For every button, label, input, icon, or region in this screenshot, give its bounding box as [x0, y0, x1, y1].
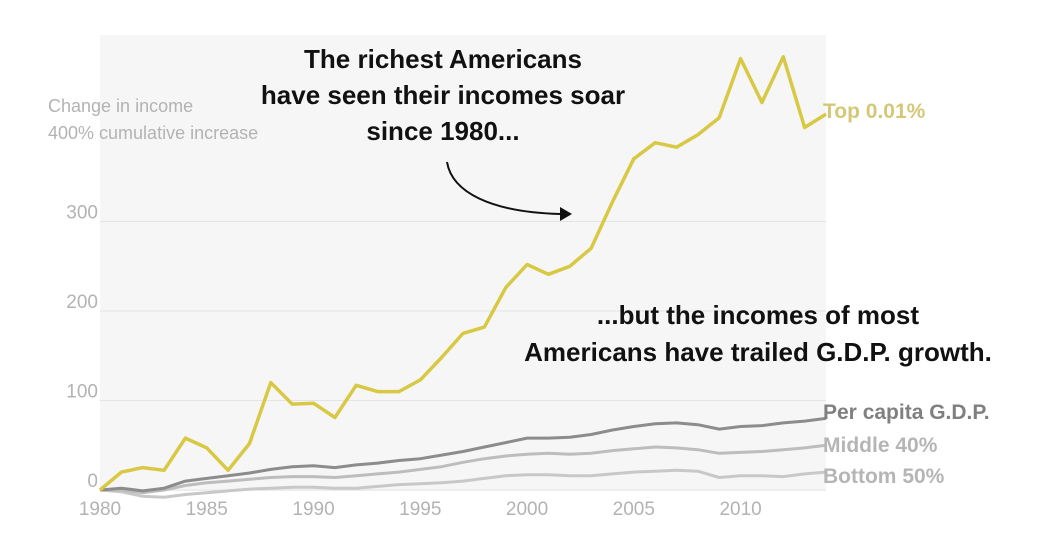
x-tick-label: 2000: [506, 499, 548, 520]
x-tick-label: 1990: [292, 499, 334, 520]
series-lines: [98, 55, 827, 499]
x-tick-label: 2005: [613, 499, 655, 520]
series-line-per-capita-g-d-p: [99, 416, 827, 493]
series-labels: Top 0.01% Per capita G.D.P. Middle 40% Bott…: [823, 100, 990, 488]
x-tick-label: 1980: [79, 499, 121, 520]
annotation-bottom-line-1: ...but the incomes of most: [597, 300, 919, 330]
y-axis-sublabel: 400% cumulative increase: [48, 123, 258, 143]
y-tick-label: 0: [87, 471, 98, 492]
y-tick-label: 300: [66, 203, 98, 224]
annotation-arrow: [446, 161, 572, 221]
series-line-middle-40: [100, 443, 827, 495]
annotation-top: The richest Americans have seen their in…: [261, 44, 625, 146]
plot-background: [100, 35, 826, 491]
series-label-top-0-01: Top 0.01%: [823, 100, 926, 123]
annotation-top-line-3: since 1980...: [366, 116, 519, 146]
annotation-top-line-2: have seen their incomes soar: [261, 80, 625, 110]
series-label-bottom-50: Bottom 50%: [823, 465, 945, 488]
series-label-per-capita-g-d-p: Per capita G.D.P.: [823, 401, 990, 424]
y-tick-label: 200: [66, 292, 98, 313]
annotation-top-line-1: The richest Americans: [304, 44, 582, 74]
x-tick-label: 1985: [186, 499, 228, 520]
x-tick-label: 1995: [399, 499, 441, 520]
y-axis-ticks: 0 100 200 300: [66, 203, 98, 493]
annotation-bottom: ...but the incomes of most Americans hav…: [524, 300, 992, 367]
annotation-bottom-line-2: Americans have trailed G.D.P. growth.: [524, 337, 992, 367]
x-tick-label: 2010: [719, 499, 761, 520]
x-axis-ticks: 1980 1985 1990 1995 2000 2005 2010: [79, 499, 762, 520]
y-tick-label: 100: [66, 382, 98, 403]
series-line-bottom-50: [99, 468, 827, 499]
y-axis-label: Change in income: [48, 96, 193, 116]
series-line-top-0-01: [98, 55, 827, 492]
series-label-middle-40: Middle 40%: [823, 434, 938, 457]
